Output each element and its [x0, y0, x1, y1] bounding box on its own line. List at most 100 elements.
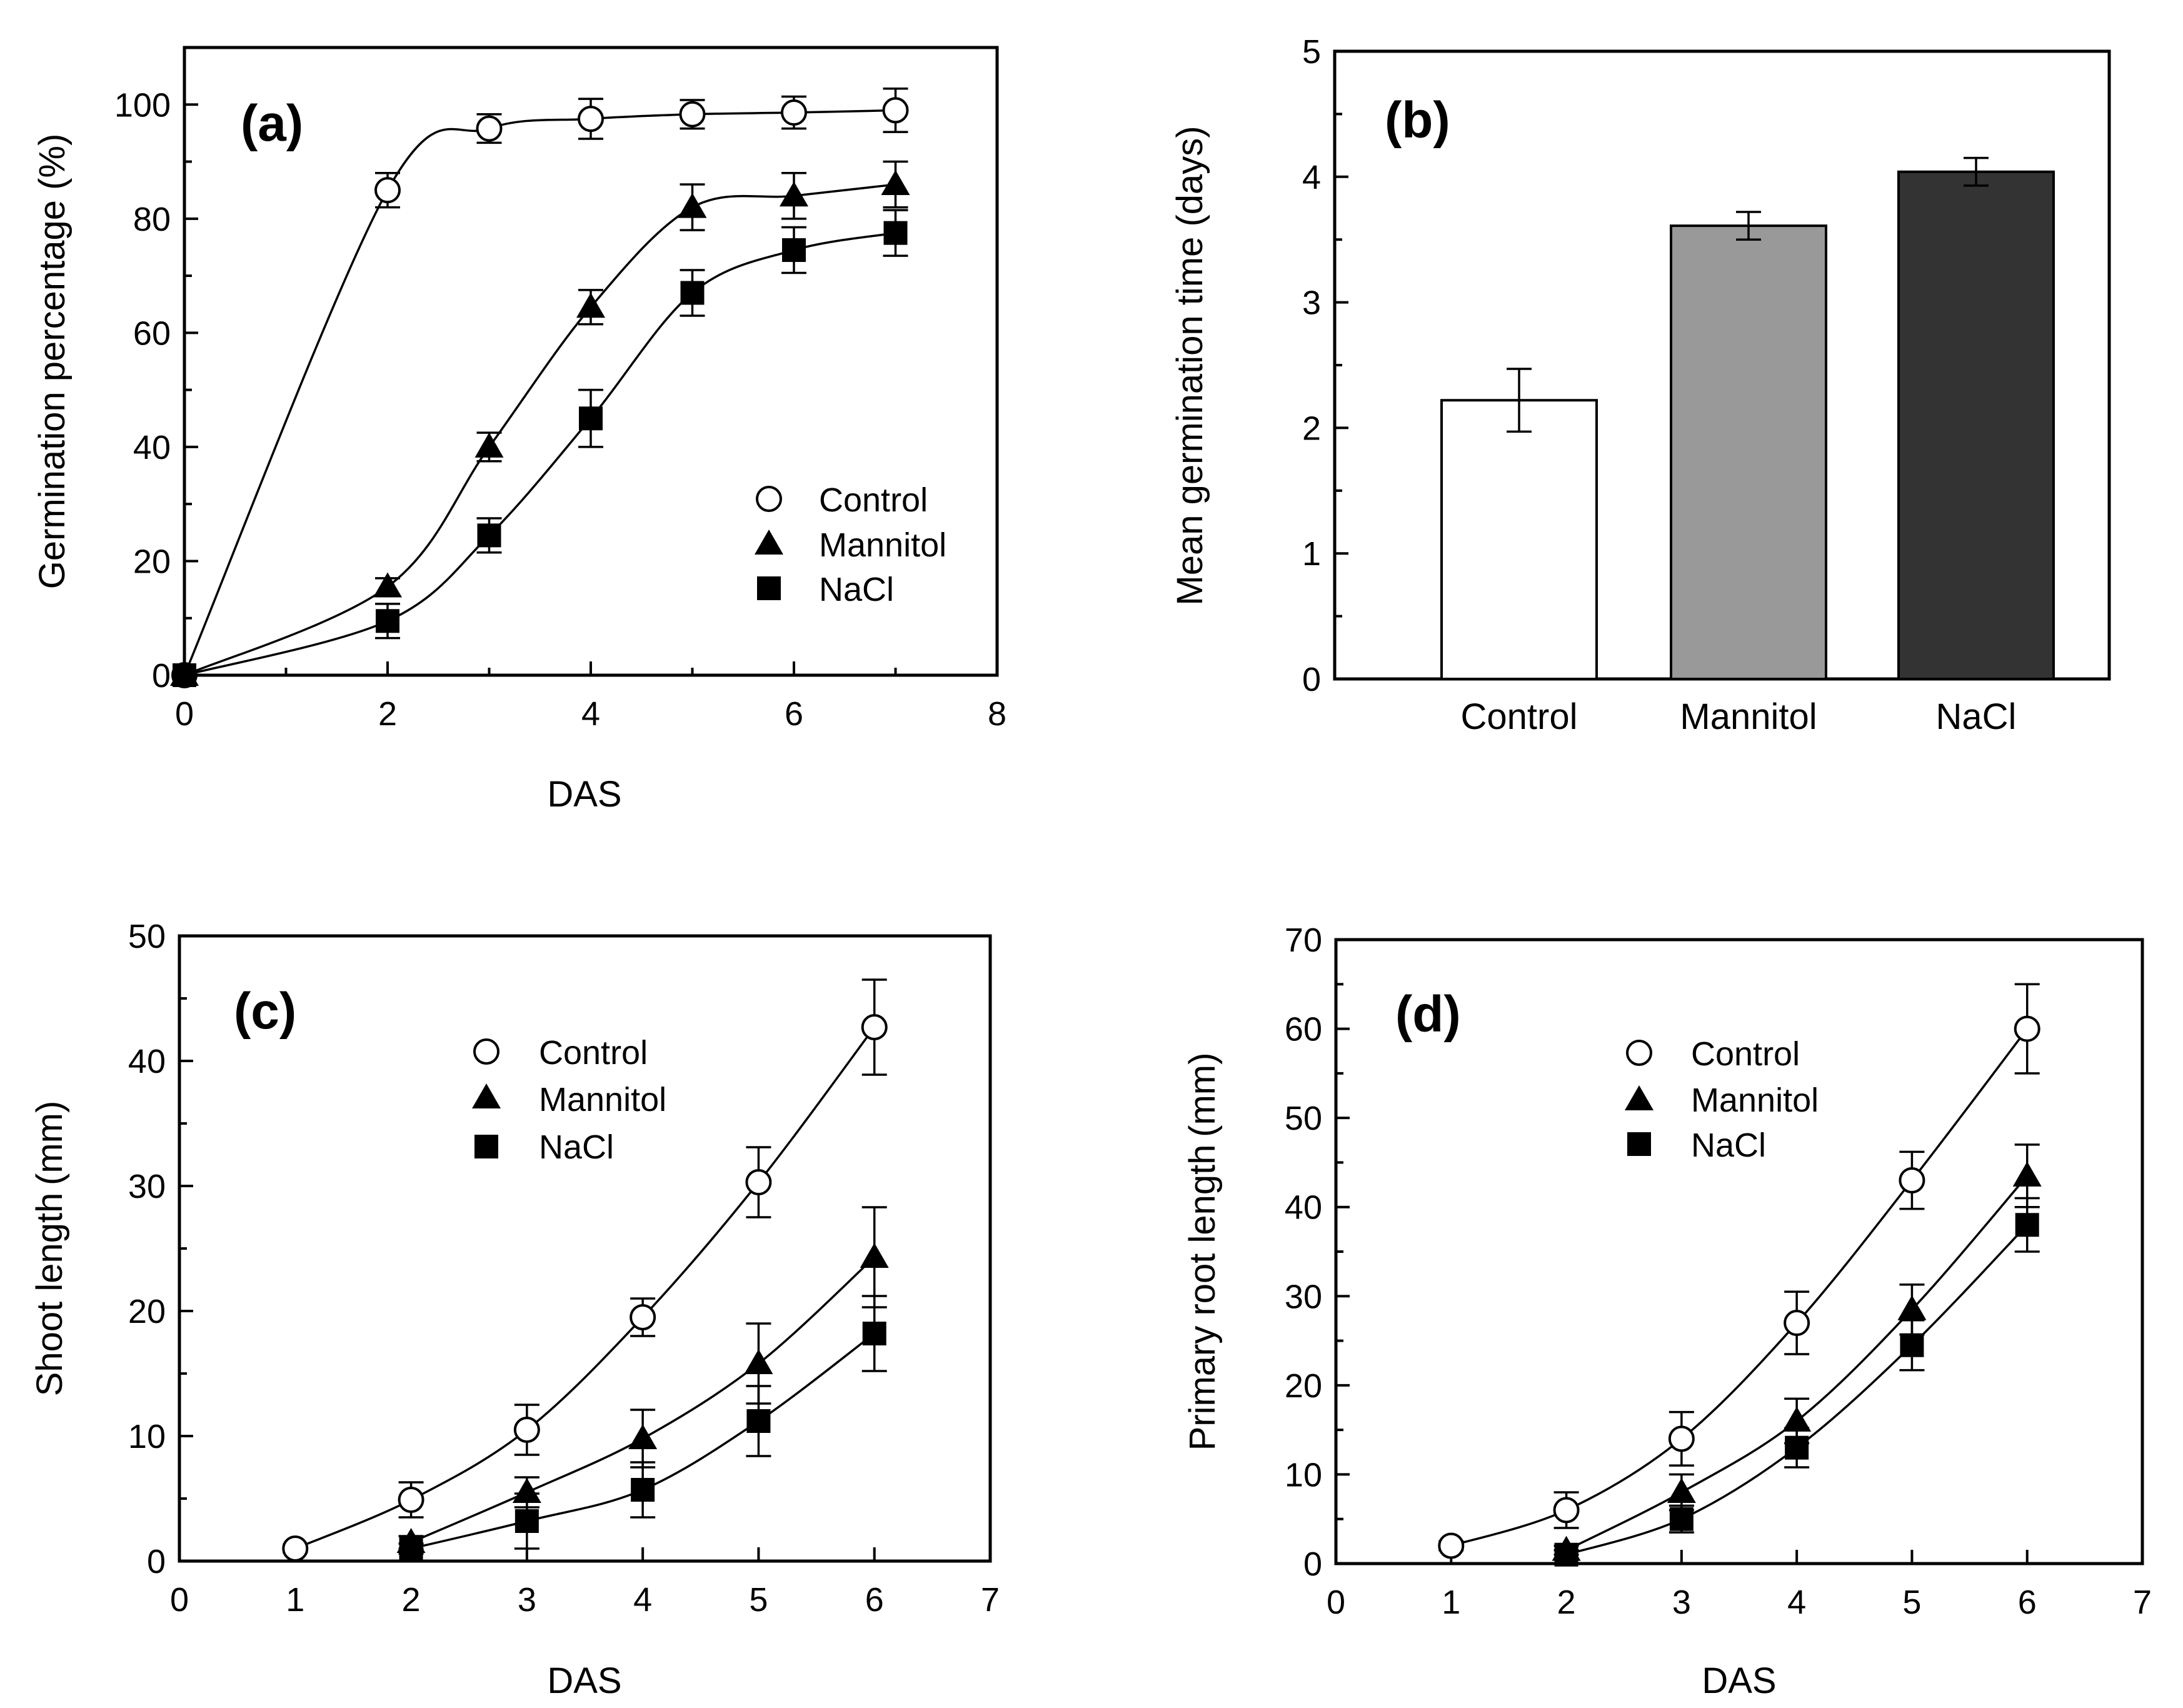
data-point-control — [630, 1304, 656, 1330]
y-tick-label: 5 — [1302, 33, 1321, 71]
y-tick-label: 70 — [1285, 922, 1322, 959]
panel-label: (c) — [234, 983, 296, 1040]
x-category-label: Mannitol — [1680, 696, 1817, 737]
data-point-control — [282, 1535, 309, 1562]
series-line-nacl — [1566, 1224, 2028, 1556]
y-tick-label: 2 — [1302, 409, 1321, 447]
data-point-nacl — [2015, 1213, 2039, 1237]
data-point-mannitol — [2012, 1161, 2042, 1187]
y-tick-label: 0 — [152, 657, 171, 695]
legend-label-nacl: NaCl — [819, 571, 894, 608]
y-tick-label: 30 — [1285, 1278, 1322, 1315]
y-tick-label: 20 — [1285, 1367, 1322, 1405]
x-tick-label: 6 — [865, 1581, 884, 1619]
legend-label-nacl: NaCl — [1691, 1127, 1766, 1164]
data-point-mannitol — [860, 1243, 889, 1268]
data-point-control — [1899, 1167, 1925, 1193]
legend-marker-control — [1626, 1040, 1652, 1066]
y-tick-label: 60 — [1285, 1011, 1322, 1048]
x-axis-title: DAS — [547, 774, 621, 815]
legend-marker-mannitol — [472, 1083, 501, 1108]
data-point-control — [374, 177, 401, 204]
data-point-mannitol — [881, 170, 910, 196]
data-point-mannitol — [780, 181, 808, 207]
x-tick-label: 5 — [1902, 1584, 1921, 1621]
bar-control — [1440, 399, 1598, 680]
data-point-control — [745, 1169, 772, 1195]
legend-label-nacl: NaCl — [539, 1128, 614, 1166]
data-point-nacl — [680, 281, 705, 305]
data-point-nacl — [477, 523, 501, 548]
data-point-control — [861, 1014, 888, 1040]
y-tick-label: 0 — [147, 1543, 166, 1580]
panel-b: (b) Mean germination time (days) 0 1 2 3 4 5 C… — [1170, 33, 2111, 737]
data-point-nacl — [376, 609, 399, 633]
data-point-mannitol — [474, 432, 504, 458]
data-point-mannitol — [1667, 1477, 1696, 1503]
y-tick-label: 50 — [1285, 1100, 1322, 1137]
x-tick-label: 2 — [402, 1581, 421, 1619]
data-point-nacl — [782, 238, 806, 263]
x-tick-label: 3 — [518, 1581, 536, 1619]
x-category-label: NaCl — [1936, 696, 2017, 737]
y-tick-label: 40 — [128, 1043, 166, 1080]
legend-marker-mannitol — [755, 530, 783, 555]
legend-marker-nacl — [1627, 1132, 1651, 1156]
data-point-mannitol — [744, 1349, 773, 1374]
data-point-control — [513, 1417, 540, 1443]
data-point-nacl — [514, 1509, 539, 1533]
data-point-control — [578, 106, 604, 133]
x-tick-label: 6 — [785, 695, 803, 733]
data-point-control — [1438, 1532, 1465, 1559]
y-tick-label: 3 — [1302, 284, 1321, 322]
data-marks: 0 1 2 3 4 5 Control Mannitol NaCl — [1302, 33, 2055, 737]
y-tick-label: 30 — [128, 1168, 166, 1205]
legend: Control Mannitol NaCl — [755, 481, 946, 608]
data-marks: 0 1 2 3 4 5 6 7 0 10 20 30 40 50 — [128, 918, 1000, 1619]
y-tick-label: 0 — [1302, 661, 1321, 698]
y-tick-label: 1 — [1302, 535, 1321, 573]
data-point-control — [882, 97, 909, 124]
data-point-mannitol — [1897, 1295, 1927, 1320]
x-tick-label: 4 — [633, 1581, 652, 1619]
legend-marker-mannitol — [1625, 1085, 1654, 1110]
legend-marker-control — [756, 486, 782, 512]
y-tick-label: 40 — [133, 429, 171, 466]
x-tick-label: 0 — [175, 695, 194, 733]
panel-a: (a) DAS Germination percentage (%) 0 2 4 6 8… — [32, 46, 1006, 815]
data-point-control — [1553, 1497, 1580, 1524]
x-axis-title: DAS — [547, 1660, 621, 1701]
legend-label-control: Control — [819, 481, 928, 519]
data-point-nacl — [631, 1478, 655, 1502]
legend-label-control: Control — [539, 1034, 648, 1072]
y-axis-title: Germination percentage (%) — [32, 134, 73, 590]
data-point-mannitol — [1782, 1406, 1812, 1432]
legend-label-mannitol: Mannitol — [819, 526, 946, 564]
y-tick-label: 80 — [133, 201, 171, 238]
x-tick-label: 2 — [1557, 1584, 1576, 1621]
series-line-mannitol — [184, 183, 896, 676]
y-tick-label: 60 — [133, 314, 171, 352]
data-point-nacl — [399, 1537, 423, 1560]
y-tick-label: 40 — [1285, 1189, 1322, 1227]
data-point-nacl — [1669, 1507, 1694, 1531]
legend: Control Mannitol NaCl — [1625, 1035, 1819, 1164]
x-tick-label: 5 — [749, 1581, 768, 1619]
data-point-control — [679, 101, 706, 128]
y-tick-label: 0 — [1303, 1545, 1322, 1583]
data-point-mannitol — [576, 293, 605, 318]
y-tick-label: 10 — [128, 1418, 166, 1455]
panel-label: (b) — [1385, 92, 1450, 149]
y-axis-title: Shoot length (mm) — [29, 1101, 70, 1397]
data-point-control — [476, 115, 503, 142]
x-tick-label: 1 — [1442, 1584, 1460, 1621]
data-point-mannitol — [373, 572, 402, 598]
data-point-nacl — [883, 221, 908, 245]
data-point-nacl — [1554, 1542, 1578, 1567]
data-point-mannitol — [678, 193, 707, 218]
x-tick-label: 0 — [170, 1581, 189, 1619]
data-point-control — [1784, 1310, 1810, 1337]
data-point-control — [2014, 1015, 2040, 1042]
legend-label-mannitol: Mannitol — [539, 1081, 666, 1118]
data-point-nacl — [862, 1322, 886, 1345]
